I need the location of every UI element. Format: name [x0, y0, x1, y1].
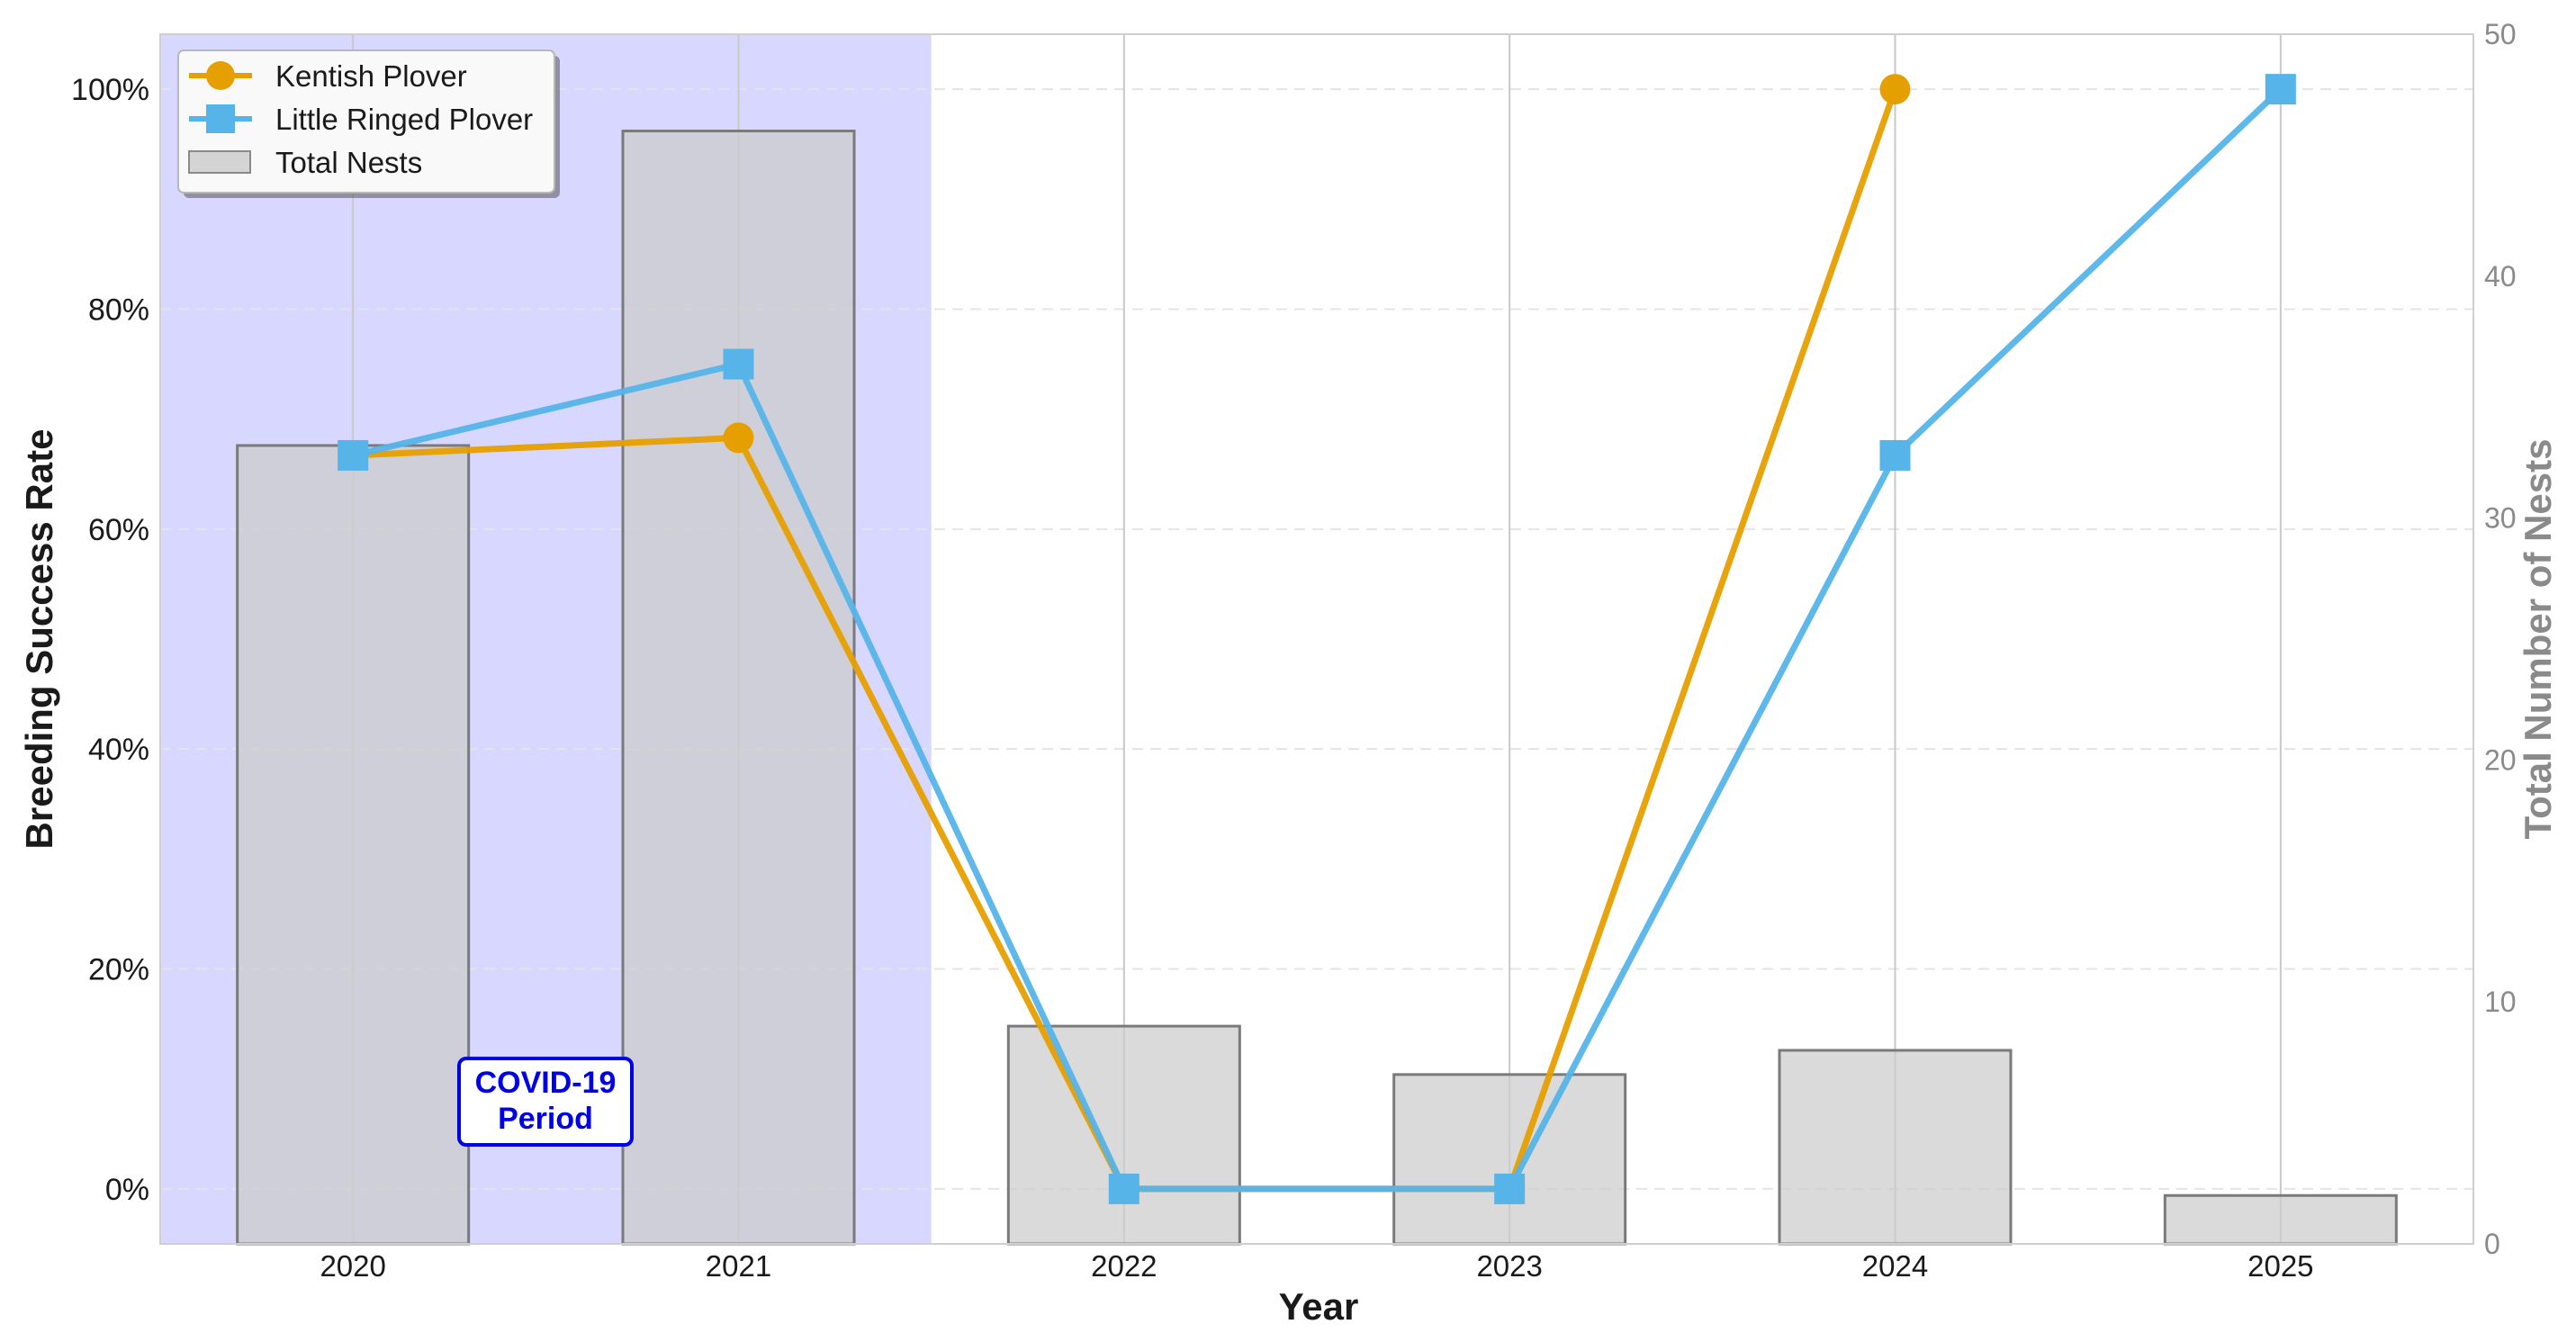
- little-ringed-plover-point: [1494, 1173, 1526, 1204]
- y2-axis-title: Total Number of Nests: [2517, 439, 2559, 840]
- y2-tick-label: 20: [2484, 743, 2517, 776]
- x-tick-label: 2022: [1091, 1249, 1157, 1283]
- nest-bar: [1006, 1024, 1241, 1246]
- nest-bar: [1778, 1049, 2013, 1246]
- y2-tick-label: 30: [2484, 502, 2517, 535]
- legend-little-ringed-marker: [206, 104, 235, 133]
- y-tick-label: 0%: [105, 1173, 149, 1207]
- little-ringed-plover-point: [1108, 1173, 1139, 1204]
- x-axis-title: Year: [1279, 1285, 1359, 1328]
- y-tick-label: 100%: [71, 73, 149, 107]
- little-ringed-plover-line: [352, 86, 2283, 1193]
- y-tick-label: 40%: [88, 733, 149, 767]
- x-tick-label: 2023: [1476, 1249, 1542, 1283]
- x-tick-label: 2025: [2247, 1249, 2313, 1283]
- covid-label-line2: Period: [498, 1102, 593, 1136]
- legend: Kentish Plover Little Ringed Plover Tota…: [177, 50, 560, 198]
- y-tick-label: 60%: [88, 513, 149, 547]
- kentish-plover-point: [1879, 74, 1911, 105]
- y2-tick-label: 50: [2484, 18, 2517, 50]
- y2-tick-label: 10: [2484, 986, 2517, 1018]
- little-ringed-plover-point: [723, 348, 754, 380]
- nest-bar: [236, 444, 471, 1246]
- legend-kentish-label: Kentish Plover: [275, 59, 467, 93]
- legend-kentish-marker: [206, 61, 235, 90]
- nest-bars: [236, 130, 2398, 1246]
- success-markers: [338, 74, 2296, 1204]
- covid-label-line1: COVID-19: [475, 1066, 617, 1100]
- little-ringed-plover-point: [2265, 74, 2296, 105]
- y2-tick-label: 40: [2484, 260, 2517, 293]
- nest-bar: [621, 130, 856, 1246]
- legend-nests-label: Total Nests: [275, 146, 422, 179]
- covid-label-box: [457, 1057, 634, 1147]
- nest-bar: [2163, 1193, 2398, 1246]
- x-tick-label: 2024: [1862, 1249, 1928, 1283]
- covid-period-label: COVID-19 Period: [457, 1057, 634, 1147]
- y-axis-title: Breeding Success Rate: [18, 429, 60, 850]
- legend-little-ringed-label: Little Ringed Plover: [275, 103, 533, 136]
- y-tick-label: 20%: [88, 953, 149, 987]
- legend-nests-swatch: [188, 150, 251, 174]
- x-tick-label: 2020: [320, 1249, 385, 1283]
- x-tick-label: 2021: [706, 1249, 771, 1283]
- legend-box: [177, 50, 555, 194]
- nest-bar: [1392, 1073, 1627, 1246]
- y-tick-label: 80%: [88, 293, 149, 327]
- axes: 0% 20% 40% 60% 80% 100% 0 10 20 30 40 50 2020 2021 202…: [71, 18, 2517, 1283]
- plot-frame: [159, 33, 2474, 1245]
- little-ringed-plover-point: [1879, 439, 1911, 471]
- kentish-plover-point: [723, 422, 754, 454]
- little-ringed-plover-point: [338, 439, 369, 471]
- y2-tick-label: 0: [2484, 1228, 2500, 1260]
